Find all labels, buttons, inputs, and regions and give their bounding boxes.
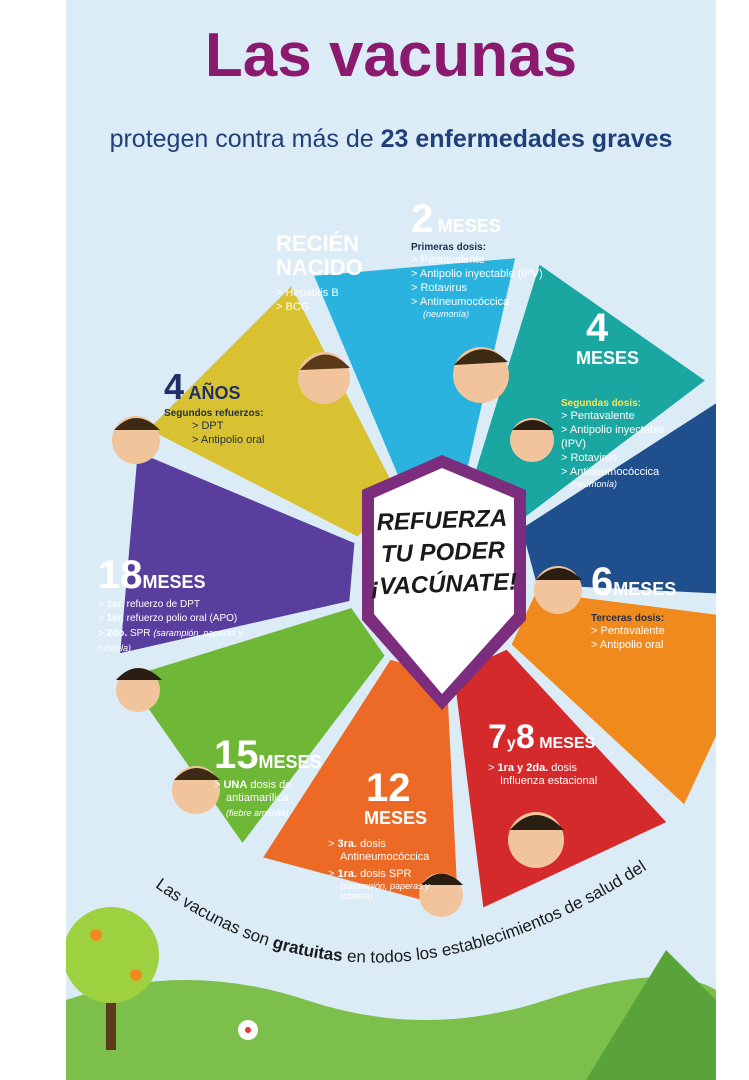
m4-heading: Segundas dosis: [561,398,642,409]
a4-heading: Segundos refuerzos: [164,408,264,419]
m78-num-a: 7 [488,718,507,756]
m6-heading: Terceras dosis: [591,613,665,624]
m4-num: 4 [586,306,609,350]
m12-l3-bold: 1ra. [337,868,358,880]
m78-unit: MESES [539,735,596,752]
m12-l2: Antineumocóccica [340,851,430,863]
tree-fruit [90,929,102,941]
poster: Las vacunas son gratuitas en todos los e… [66,0,716,1080]
m18-l1-rest: refuerzo de DPT [123,599,201,610]
mountain-right [586,950,716,1080]
segment-6-meses: 6MESES Terceras dosis: Pentavalente Anti… [591,560,676,652]
m18-l2-bold: 1er. [106,613,124,624]
m18-l3-rest: SPR [127,628,151,639]
recien-title-1: RECIÉN [276,231,360,256]
m18-l3-bold: 2do. [106,628,128,639]
segment-2-meses: 2 MESES Primeras dosis: Pentavalente Ant… [411,197,543,319]
m4-unit: MESES [576,348,640,368]
m15-note: (fiebre amarilla) [226,808,289,818]
segment-recien-nacido-wedge [314,258,516,493]
m4-note: (neumonía) [571,479,618,489]
footer-prefix: Las vacunas son [152,874,276,950]
child-illustrations [112,347,582,917]
m78-l1-rest: dosis [548,762,577,774]
poster-subtitle: protegen contra más de 23 enfermedades g… [66,125,716,154]
subtitle-prefix: protegen contra más de [109,125,381,153]
m18-num: 18 [98,553,143,597]
m15-unit: MESES [258,752,322,772]
segment-12-meses: 12 MESES 3ra. dosis Antineumocóccica 1ra… [328,768,458,901]
m12-l3-rest: dosis SPR [357,868,412,880]
segment-15-meses-wedge [126,608,385,843]
m6-unit: MESES [613,579,677,599]
segment-recien-nacido: RECIÉN NACIDO Hepatitis B BCG [276,232,363,314]
poster-title: Las vacunas [204,21,578,90]
segment-4-meses: 4 MESES [566,308,639,369]
m6-item: Pentavalente [591,624,676,638]
segment-4-meses-list: Segundas dosis: Pentavalente Antipolio i… [561,398,691,489]
tree-crown [66,907,159,1003]
m78-l2: Influenza estacional [500,775,598,787]
m15-num: 15 [214,733,259,777]
center-line-1: REFUERZA [376,504,508,537]
m2-item: Antineumocóccica [411,295,543,309]
tree-trunk [106,960,116,1050]
m18-unit: MESES [142,572,206,592]
segment-15-meses: 15MESES UNA dosis de antiamarílica (fieb… [214,733,334,818]
m2-unit: MESES [437,216,501,236]
m2-item: Antipolio inyectable (IPV) [411,267,543,281]
m6-item: Antipolio oral [591,638,676,652]
m12-unit: MESES [364,808,428,828]
recien-title-2: NACIDO [276,255,363,280]
m15-l1-bold: UNA [223,779,248,791]
center-slogan: REFUERZA TU PODER ¡VACÚNATE! [366,502,519,603]
m4-item: Antipolio inyectable (IPV) [561,423,691,451]
m78-num-b: 8 [515,718,535,756]
m78-l1-bold: 1ra y 2da. [497,762,549,774]
footer-bold: gratuitas [271,933,344,965]
m4-item: Rotavirus [561,451,691,465]
m18-l1-bold: 1er. [106,599,124,610]
a4-item: Antipolio oral [192,433,304,447]
a4-num: 4 [164,366,185,407]
segment-7-8-meses-wedge [453,649,667,908]
m78-join: y [506,735,516,752]
segment-7-8-meses: 7y8 MESES 1ra y 2da. dosis Influenza est… [488,718,597,787]
m2-item: Rotavirus [411,281,543,295]
grass-hill [66,977,716,1080]
subtitle-bold: 23 enfermedades graves [380,125,673,153]
m15-l2: antiamarílica [226,792,289,804]
m15-l1-rest: dosis de [247,779,292,791]
segment-4-anos: 4 AÑOS Segundos refuerzos: DPT Antipolio… [164,366,304,447]
m12-l1-bold: 3ra. [337,838,358,850]
center-line-2: TU PODER [380,536,506,569]
m2-heading: Primeras dosis: [411,242,487,253]
m2-num: 2 [411,197,434,241]
m12-l1-rest: dosis [357,838,386,850]
segment-4-anos-wedge [148,286,399,537]
segment-18-meses: 18MESES 1er. refuerzo de DPT 1er. refuer… [98,553,258,656]
m2-note: (neumonía) [423,309,470,319]
recien-item: Hepatitis B [276,286,363,300]
center-shield-inner [374,468,514,694]
tree-fruit [130,969,142,981]
m4-item: Pentavalente [561,409,691,423]
m6-num: 6 [591,560,614,604]
m18-note: (sarampión, paperas y rubéola) [98,628,243,653]
m4-item: Antineumocóccica [561,465,691,479]
m2-item: Pentavalente [411,253,543,267]
m12-num: 12 [366,766,411,810]
m12-note: (sarampión, paperas y rubéola) [340,881,430,901]
center-line-3: ¡VACÚNATE! [370,568,518,601]
a4-unit: AÑOS [188,383,241,403]
recien-item: BCG [276,300,363,314]
m18-l2-rest: refuerzo polio oral (APO) [123,613,238,624]
a4-item: DPT [192,419,304,433]
flower-center [245,1027,251,1033]
